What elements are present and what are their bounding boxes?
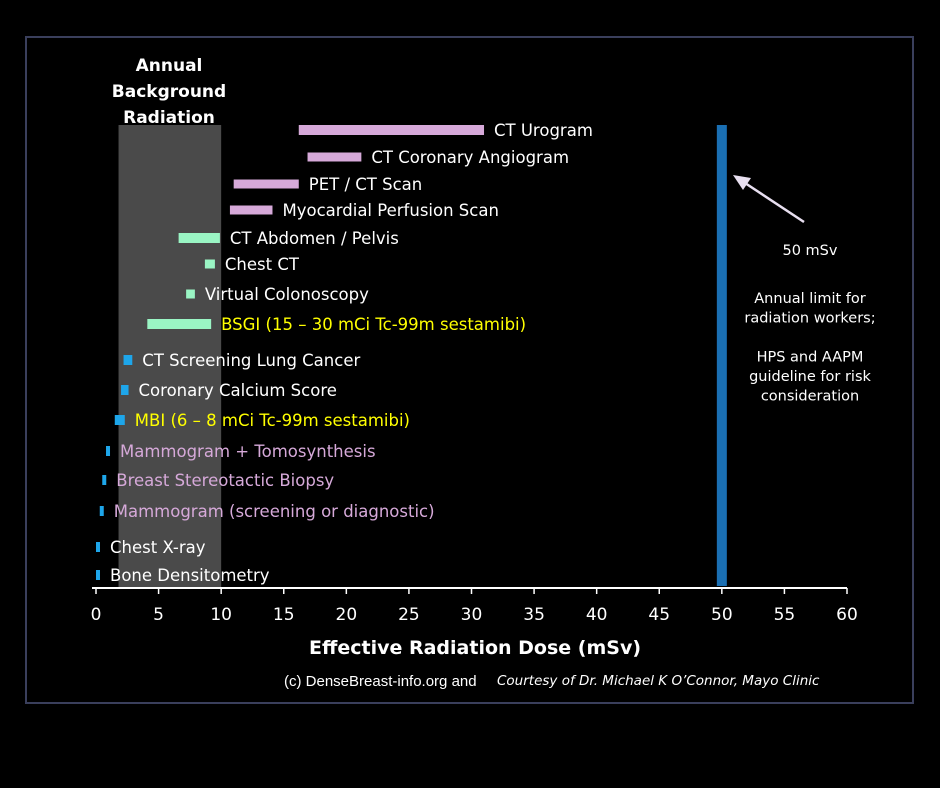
bars-group: CT Urogram CT Coronary Angiogram PET / CT …: [96, 121, 593, 585]
x-tick-label: 15: [273, 605, 295, 625]
arrow-head: [733, 175, 751, 190]
dose-bar-label: MBI (6 – 8 mCi Tc-99m sestamibi): [135, 411, 410, 430]
x-tick-label: 55: [774, 605, 796, 625]
x-tick-label: 35: [523, 605, 545, 625]
x-tick-label: 0: [91, 605, 102, 625]
x-tick-label: 60: [836, 605, 858, 625]
x-tick-label: 10: [210, 605, 232, 625]
dose-bar: [99, 506, 104, 516]
dose-bar: [96, 570, 100, 580]
x-tick-label: 25: [398, 605, 420, 625]
x-tick-label: 40: [586, 605, 608, 625]
dose-bar: [114, 415, 125, 425]
x-axis-label: Effective Radiation Dose (mSv): [309, 637, 641, 659]
background-band-label: Background: [112, 82, 226, 102]
x-tick-label: 30: [461, 605, 483, 625]
reference-line-note: HPS and AAPM: [757, 350, 864, 366]
reference-line-note: guideline for risk: [749, 369, 871, 385]
chart-frame: [25, 36, 914, 704]
dose-bar-label: Virtual Colonoscopy: [205, 285, 369, 304]
dose-bar: [233, 179, 299, 189]
arrow-shaft: [741, 179, 805, 224]
reference-line-note: consideration: [761, 389, 859, 405]
x-tick-label: 45: [648, 605, 670, 625]
x-tick-label: 5: [153, 605, 164, 625]
dose-bar: [96, 542, 100, 552]
dose-bar-label: Breast Stereotactic Biopsy: [116, 471, 334, 490]
dose-bar: [229, 205, 273, 215]
x-tick-label: 20: [336, 605, 358, 625]
background-band: [118, 125, 222, 588]
dose-bar: [298, 125, 485, 135]
dose-bar-label: Chest CT: [225, 255, 300, 274]
dose-bar-label: Bone Densitometry: [110, 566, 270, 585]
dose-bar: [121, 385, 129, 395]
background-band-label: Radiation: [123, 108, 215, 128]
dose-bar-label: BSGI (15 – 30 mCi Tc-99m sestamibi): [221, 315, 526, 334]
courtesy-text: Courtesy of Dr. Michael K O’Connor, Mayo…: [497, 673, 820, 689]
dose-bar: [102, 475, 107, 485]
reference-line-note: radiation workers;: [744, 311, 875, 327]
x-axis: 0 5 10 15 20 25 30 35 40 45 50 55 60: [91, 587, 858, 625]
dose-bar: [186, 289, 195, 299]
dose-bar: [123, 355, 133, 365]
reference-line-note: Annual limit for: [754, 291, 865, 307]
dose-bar-label: Myocardial Perfusion Scan: [282, 201, 498, 220]
dose-bar-label: CT Urogram: [494, 121, 593, 140]
reference-line: [716, 125, 727, 586]
dose-bar: [106, 446, 111, 456]
background-band-label: Annual: [136, 56, 203, 76]
dose-bar: [307, 152, 362, 162]
dose-bar-label: CT Abdomen / Pelvis: [230, 229, 399, 248]
x-tick-label: 50: [711, 605, 733, 625]
dose-bar: [147, 319, 212, 329]
reference-line-label: 50 mSv: [783, 243, 838, 259]
dose-bar-label: Chest X-ray: [110, 538, 206, 557]
dose-bar: [204, 259, 215, 269]
dose-bar-label: CT Screening Lung Cancer: [142, 351, 360, 370]
reference-line-group: 50 mSv Annual limit for radiation workers;…: [716, 125, 876, 586]
credit-text: (c) DenseBreast-info.org and: [284, 673, 477, 690]
dose-bar-label: Coronary Calcium Score: [139, 381, 337, 400]
background-band-group: Annual Background Radiation: [112, 56, 226, 588]
dose-bar-label: PET / CT Scan: [309, 175, 422, 194]
dose-bar-label: Mammogram + Tomosynthesis: [120, 442, 376, 461]
dose-bar: [178, 233, 220, 243]
dose-bar-label: CT Coronary Angiogram: [371, 148, 569, 167]
dose-bar-label: Mammogram (screening or diagnostic): [114, 502, 435, 521]
